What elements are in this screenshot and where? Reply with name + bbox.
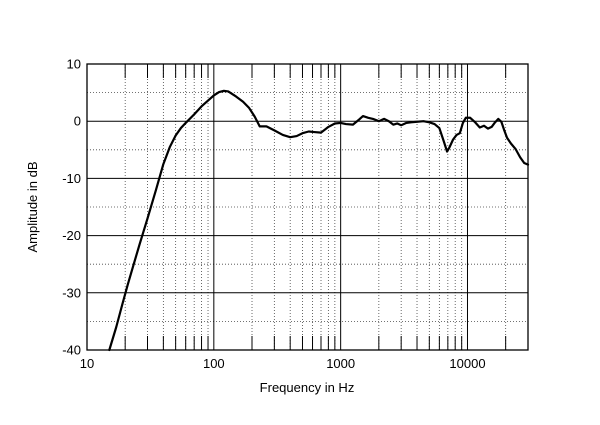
x-tick-label: 10 bbox=[80, 356, 94, 371]
grid-major-lines bbox=[87, 64, 528, 350]
grid-minor-lines bbox=[87, 64, 529, 350]
y-tick-label: 0 bbox=[74, 114, 81, 129]
y-tick-label: -40 bbox=[62, 343, 81, 358]
x-tick-label: 1000 bbox=[326, 356, 355, 371]
plot-frame bbox=[86, 63, 529, 351]
y-tick-label: -30 bbox=[62, 285, 81, 300]
x-tick-label: 100 bbox=[203, 356, 225, 371]
x-tick-label: 10000 bbox=[449, 356, 485, 371]
response-curve bbox=[108, 89, 530, 352]
x-axis-label: Frequency in Hz bbox=[260, 380, 355, 395]
y-tick-label: 10 bbox=[67, 57, 81, 72]
y-tick-labels: 10 0 -10 -20 -30 -40 bbox=[62, 57, 81, 358]
y-tick-label: -10 bbox=[62, 171, 81, 186]
y-axis-label: Amplitude in dB bbox=[25, 161, 40, 252]
tick-marks bbox=[124, 64, 529, 350]
y-tick-label: -20 bbox=[62, 228, 81, 243]
x-tick-labels: 10 100 1000 10000 bbox=[80, 356, 486, 371]
